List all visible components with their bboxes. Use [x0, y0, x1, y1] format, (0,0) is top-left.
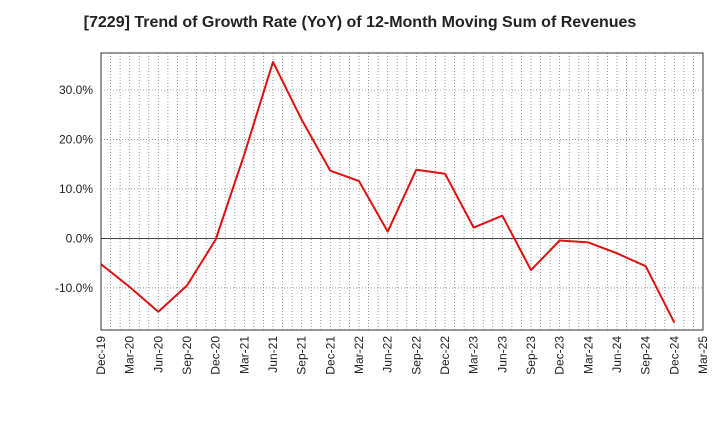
x-tick-label: Sep-22 — [409, 336, 423, 375]
grid-lines — [100, 53, 703, 330]
series-layer — [100, 60, 676, 324]
x-tick-labels: Dec-19 Mar-20 Jun-20 Sep-20 Dec-20 Mar-21 Jun-… — [94, 336, 710, 375]
x-tick-label: Mar-20 — [123, 336, 137, 374]
x-tick-label: Dec-21 — [323, 336, 337, 375]
x-tick-label: Sep-20 — [180, 336, 194, 375]
x-tick-label: Jun-24 — [610, 336, 624, 373]
plot-area-frame — [100, 52, 704, 331]
y-tick-label: 10.0% — [59, 182, 93, 196]
x-tick-label: Sep-24 — [639, 336, 653, 375]
y-tick-label: 0.0% — [66, 231, 94, 245]
x-tick-label: Jun-23 — [495, 336, 509, 373]
x-tick-label: Mar-25 — [696, 336, 710, 374]
y-tick-label: -10.0% — [55, 281, 93, 295]
x-tick-label: Jun-21 — [266, 336, 280, 373]
series-line — [100, 60, 676, 324]
chart-title: [7229] Trend of Growth Rate (YoY) of 12-… — [83, 14, 637, 31]
x-tick-label: Dec-19 — [94, 336, 108, 375]
y-tick-label: 30.0% — [59, 83, 93, 97]
x-tick-label: Jun-22 — [381, 336, 395, 373]
x-tick-label: Dec-24 — [667, 336, 681, 375]
x-tick-label: Sep-23 — [524, 336, 538, 375]
y-tick-label: 20.0% — [59, 133, 93, 147]
x-tick-label: Sep-21 — [295, 336, 309, 375]
x-tick-label: Mar-23 — [467, 336, 481, 374]
x-tick-label: Dec-22 — [438, 336, 452, 375]
x-tick-label: Mar-24 — [581, 336, 595, 374]
x-tick-label: Mar-22 — [352, 336, 366, 374]
x-tick-label: Jun-20 — [151, 336, 165, 373]
x-tick-label: Dec-23 — [553, 336, 567, 375]
y-tick-labels: 30.0% 20.0% 10.0% 0.0% -10.0% — [55, 83, 93, 295]
x-tick-label: Mar-21 — [237, 336, 251, 374]
x-tick-label: Dec-20 — [209, 336, 223, 375]
